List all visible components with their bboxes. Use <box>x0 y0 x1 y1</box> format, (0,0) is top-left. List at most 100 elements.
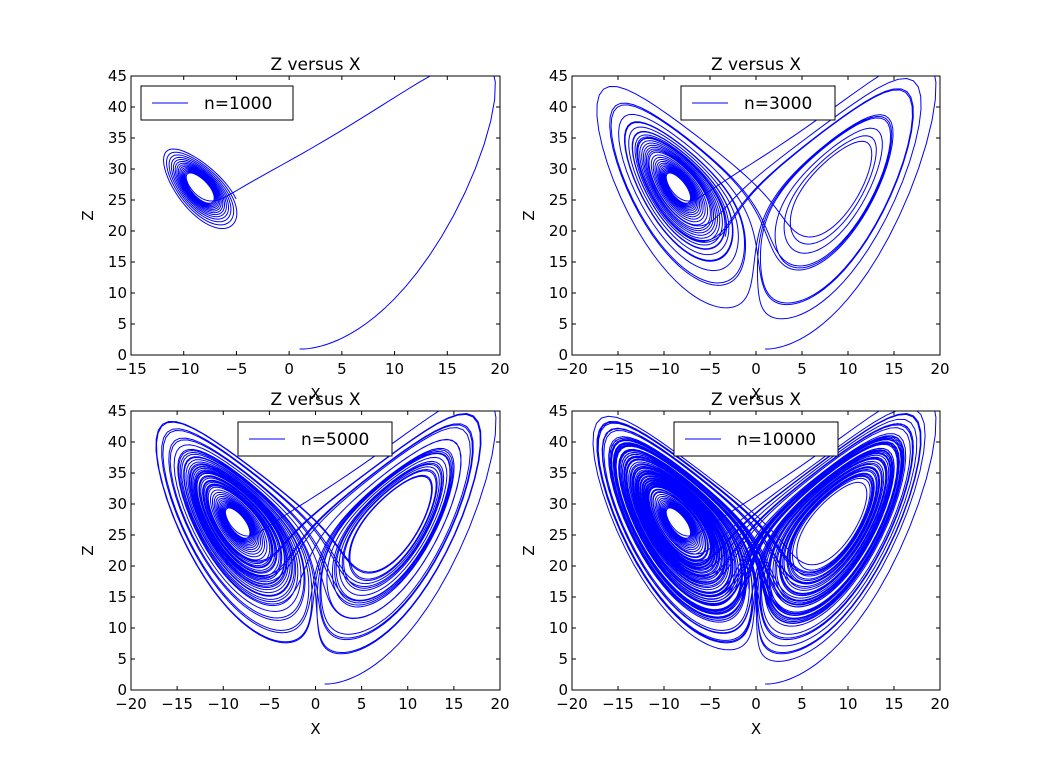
y-tick-label: 30 <box>549 160 568 178</box>
subplot-4: −20 −15 −10 −5 0 5 10 15 20 0 5 10 15 20 25 30 35 40 45 Z v… <box>520 390 950 738</box>
y-tick-label: 15 <box>549 588 568 606</box>
x-tick-label: −15 <box>602 695 634 713</box>
y-axis-label: Z <box>79 210 97 220</box>
legend: n=1000 <box>140 85 294 121</box>
x-tick-label: 20 <box>490 695 509 713</box>
y-tick-label: 35 <box>108 129 127 147</box>
legend-label: n=5000 <box>301 430 369 450</box>
y-tick-label: 0 <box>558 681 568 699</box>
y-axis-label: Z <box>520 545 538 555</box>
x-tick-label: 20 <box>490 360 509 378</box>
y-tick-label: 40 <box>549 98 568 116</box>
y-tick-label: 45 <box>108 402 127 420</box>
x-tick-label: −15 <box>161 695 193 713</box>
y-tick-label: 45 <box>549 402 568 420</box>
y-tick-label: 10 <box>108 619 127 637</box>
x-axis-label: X <box>751 720 761 738</box>
y-tick-label: 25 <box>108 526 127 544</box>
axes-frame <box>130 75 501 356</box>
series-line <box>596 76 937 350</box>
x-tick-label: −20 <box>556 360 588 378</box>
y-tick-label: 35 <box>549 129 568 147</box>
x-tick-label: 10 <box>838 360 857 378</box>
legend: n=10000 <box>673 421 839 457</box>
chart-title: Z versus X <box>711 390 801 410</box>
y-axis-label: Z <box>79 545 97 555</box>
y-tick-label: 10 <box>108 284 127 302</box>
y-tick-label: 35 <box>108 464 127 482</box>
y-tick-label: 30 <box>108 160 127 178</box>
y-tick-label: 30 <box>108 495 127 513</box>
x-tick-label: −15 <box>602 360 634 378</box>
x-tick-label: 15 <box>884 360 903 378</box>
y-tick-label: 25 <box>549 526 568 544</box>
x-tick-label: 5 <box>337 360 347 378</box>
y-tick-label: 10 <box>549 619 568 637</box>
x-tick-label: 5 <box>357 695 367 713</box>
x-tick-label: −10 <box>648 695 680 713</box>
x-axis-label: X <box>310 385 320 403</box>
y-tick-label: 40 <box>108 98 127 116</box>
y-tick-label: 20 <box>549 557 568 575</box>
x-tick-label: 5 <box>797 360 807 378</box>
legend-box <box>237 421 393 457</box>
y-tick-label: 45 <box>549 67 568 85</box>
y-axis-label: Z <box>520 210 538 220</box>
legend: n=3000 <box>680 85 836 121</box>
chart-title: Z versus X <box>270 390 360 410</box>
y-tick-label: 40 <box>549 433 568 451</box>
x-tick-label: −5 <box>699 360 721 378</box>
legend-label: n=10000 <box>737 430 816 450</box>
y-tick-label: 15 <box>549 253 568 271</box>
y-tick-label: 40 <box>108 433 127 451</box>
x-tick-label: −15 <box>115 360 147 378</box>
x-tick-label: −20 <box>115 695 147 713</box>
chart-title: Z versus X <box>270 55 360 75</box>
x-tick-label: 15 <box>884 695 903 713</box>
series-line <box>155 411 497 685</box>
y-tick-label: 5 <box>117 315 127 333</box>
y-tick-label: 25 <box>108 191 127 209</box>
x-axis-label: X <box>751 385 761 403</box>
x-tick-label: −20 <box>556 695 588 713</box>
x-axis-label: X <box>310 720 320 738</box>
legend-label: n=3000 <box>744 94 812 114</box>
x-tick-label: 15 <box>438 360 457 378</box>
y-tick-label: 45 <box>108 67 127 85</box>
x-tick-label: −5 <box>699 695 721 713</box>
x-tick-label: −5 <box>225 360 247 378</box>
y-tick-label: 20 <box>108 557 127 575</box>
y-tick-label: 20 <box>108 222 127 240</box>
y-tick-label: 30 <box>549 495 568 513</box>
series-line <box>592 411 937 685</box>
y-tick-label: 25 <box>549 191 568 209</box>
x-tick-label: 10 <box>385 360 404 378</box>
y-tick-label: 20 <box>549 222 568 240</box>
subplot-2: −20 −15 −10 −5 0 5 10 15 20 0 5 10 15 20 25 30 35 40 45 Z v… <box>520 55 950 403</box>
series-line <box>163 76 496 350</box>
y-tick-label: 15 <box>108 253 127 271</box>
legend: n=5000 <box>237 421 393 457</box>
y-tick-label: 10 <box>549 284 568 302</box>
legend-box <box>680 85 836 121</box>
x-tick-label: 0 <box>311 695 321 713</box>
x-tick-label: −10 <box>207 695 239 713</box>
x-tick-label: 20 <box>930 695 949 713</box>
x-tick-label: 0 <box>284 360 294 378</box>
x-tick-label: 15 <box>444 695 463 713</box>
x-tick-label: 20 <box>930 360 949 378</box>
y-tick-label: 5 <box>558 650 568 668</box>
y-tick-label: 35 <box>549 464 568 482</box>
x-tick-label: 5 <box>797 695 807 713</box>
x-tick-label: −10 <box>168 360 200 378</box>
y-tick-label: 0 <box>117 681 127 699</box>
x-tick-label: 0 <box>751 360 761 378</box>
subplot-3: −20 −15 −10 −5 0 5 10 15 20 0 5 10 15 20 25 30 35 40 45 Z v… <box>79 390 510 738</box>
x-tick-label: −10 <box>648 360 680 378</box>
x-tick-label: 0 <box>751 695 761 713</box>
x-tick-label: 10 <box>838 695 857 713</box>
y-tick-label: 15 <box>108 588 127 606</box>
y-tick-label: 0 <box>558 346 568 364</box>
y-tick-label: 5 <box>558 315 568 333</box>
